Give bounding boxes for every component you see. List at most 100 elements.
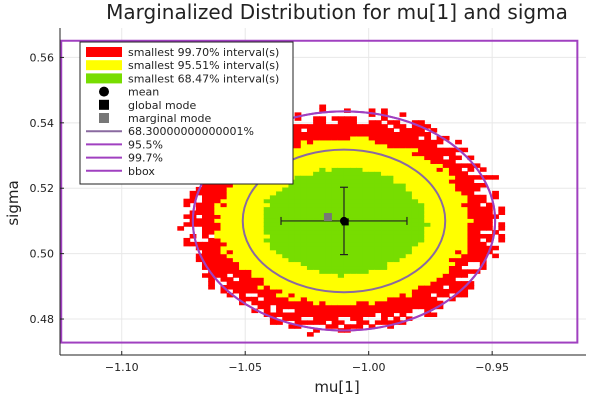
interval-997-cell [381,116,388,121]
interval-997-cell [331,116,339,121]
interval-683-cell [381,257,388,263]
interval-997-cell [473,186,481,192]
interval-683-cell [306,249,314,255]
interval-997-cell [461,257,469,263]
interval-683-cell [282,194,290,200]
interval-955-cell [251,214,259,219]
interval-683-cell [306,241,314,247]
interval-683-cell [306,202,314,208]
interval-955-cell [393,155,401,161]
interval-683-cell [343,253,351,259]
interval-955-cell [393,147,401,153]
interval-997-cell [461,269,469,274]
interval-955-cell [455,241,462,247]
interval-683-cell [276,237,283,243]
interval-955-cell [350,277,357,282]
interval-683-cell [374,265,382,270]
interval-955-cell [455,194,462,200]
interval-683-cell [300,186,308,192]
interval-997-cell [220,194,228,200]
interval-683-cell [294,210,302,215]
interval-955-cell [257,186,265,192]
interval-683-cell [350,230,357,235]
interval-997-cell [448,155,456,161]
interval-997-cell [276,288,283,294]
legend-label: smallest 95.51% interval(s) [128,59,279,72]
interval-683-cell [350,202,357,208]
interval-683-cell [325,253,333,259]
interval-955-cell [313,269,320,274]
interval-955-cell [356,285,364,290]
interval-683-cell [282,237,290,243]
interval-955-cell [399,151,407,157]
interval-683-cell [350,186,357,192]
interval-997-cell [387,312,394,318]
interval-683-cell [331,202,339,208]
interval-955-cell [294,281,302,286]
interval-997-cell [282,296,290,302]
interval-955-cell [374,163,382,168]
interval-683-cell [387,237,394,243]
interval-683-cell [399,234,407,239]
interval-683-cell [269,206,277,212]
interval-997-cell [387,131,394,137]
interval-955-cell [343,296,351,302]
interval-997-cell [424,300,432,306]
interval-955-cell [424,273,432,278]
interval-955-cell [362,159,370,164]
interval-955-cell [442,249,450,255]
interval-955-cell [257,237,265,243]
interval-683-cell [411,206,419,212]
interval-683-cell [399,202,407,208]
interval-955-cell [239,249,246,255]
interval-955-cell [411,182,419,188]
interval-997-cell [288,292,296,298]
interval-955-cell [374,269,382,274]
interval-997-cell [208,222,215,227]
interval-955-cell [306,163,314,168]
interval-997-cell [337,135,345,141]
interval-997-cell [436,288,444,294]
interval-955-cell [411,253,419,259]
interval-955-cell [387,285,394,290]
interval-683-cell [319,202,327,208]
interval-997-cell [436,277,444,282]
interval-997-cell [473,222,481,227]
interval-997-cell [343,128,351,133]
interval-683-cell [381,245,388,251]
interval-997-cell [467,241,475,247]
interval-997-cell [220,202,228,208]
interval-997-cell [226,249,234,255]
interval-955-cell [362,281,370,286]
interval-997-cell [492,194,499,200]
interval-683-cell [313,179,320,184]
interval-955-cell [276,277,283,282]
interval-997-cell [473,206,481,212]
interval-955-cell [239,237,246,243]
interval-683-cell [300,253,308,259]
interval-955-cell [350,292,357,298]
interval-997-cell [467,285,475,290]
interval-955-cell [343,143,351,149]
interval-955-cell [418,249,425,255]
interval-997-cell [430,155,438,161]
interval-997-cell [399,131,407,137]
interval-955-cell [411,159,419,164]
interval-997-cell [473,214,481,219]
interval-683-cell [337,179,345,184]
interval-683-cell [276,218,283,223]
interval-955-cell [455,245,462,251]
interval-997-cell [356,128,364,133]
interval-997-cell [405,143,413,149]
interval-997-cell [399,312,407,318]
interval-997-cell [436,300,444,306]
interval-683-cell [393,230,401,235]
interval-683-cell [294,186,302,192]
interval-955-cell [300,139,308,145]
interval-997-cell [405,135,413,141]
interval-997-cell [201,226,209,231]
interval-683-cell [313,237,320,243]
interval-683-cell [319,210,327,215]
interval-997-cell [467,237,475,243]
